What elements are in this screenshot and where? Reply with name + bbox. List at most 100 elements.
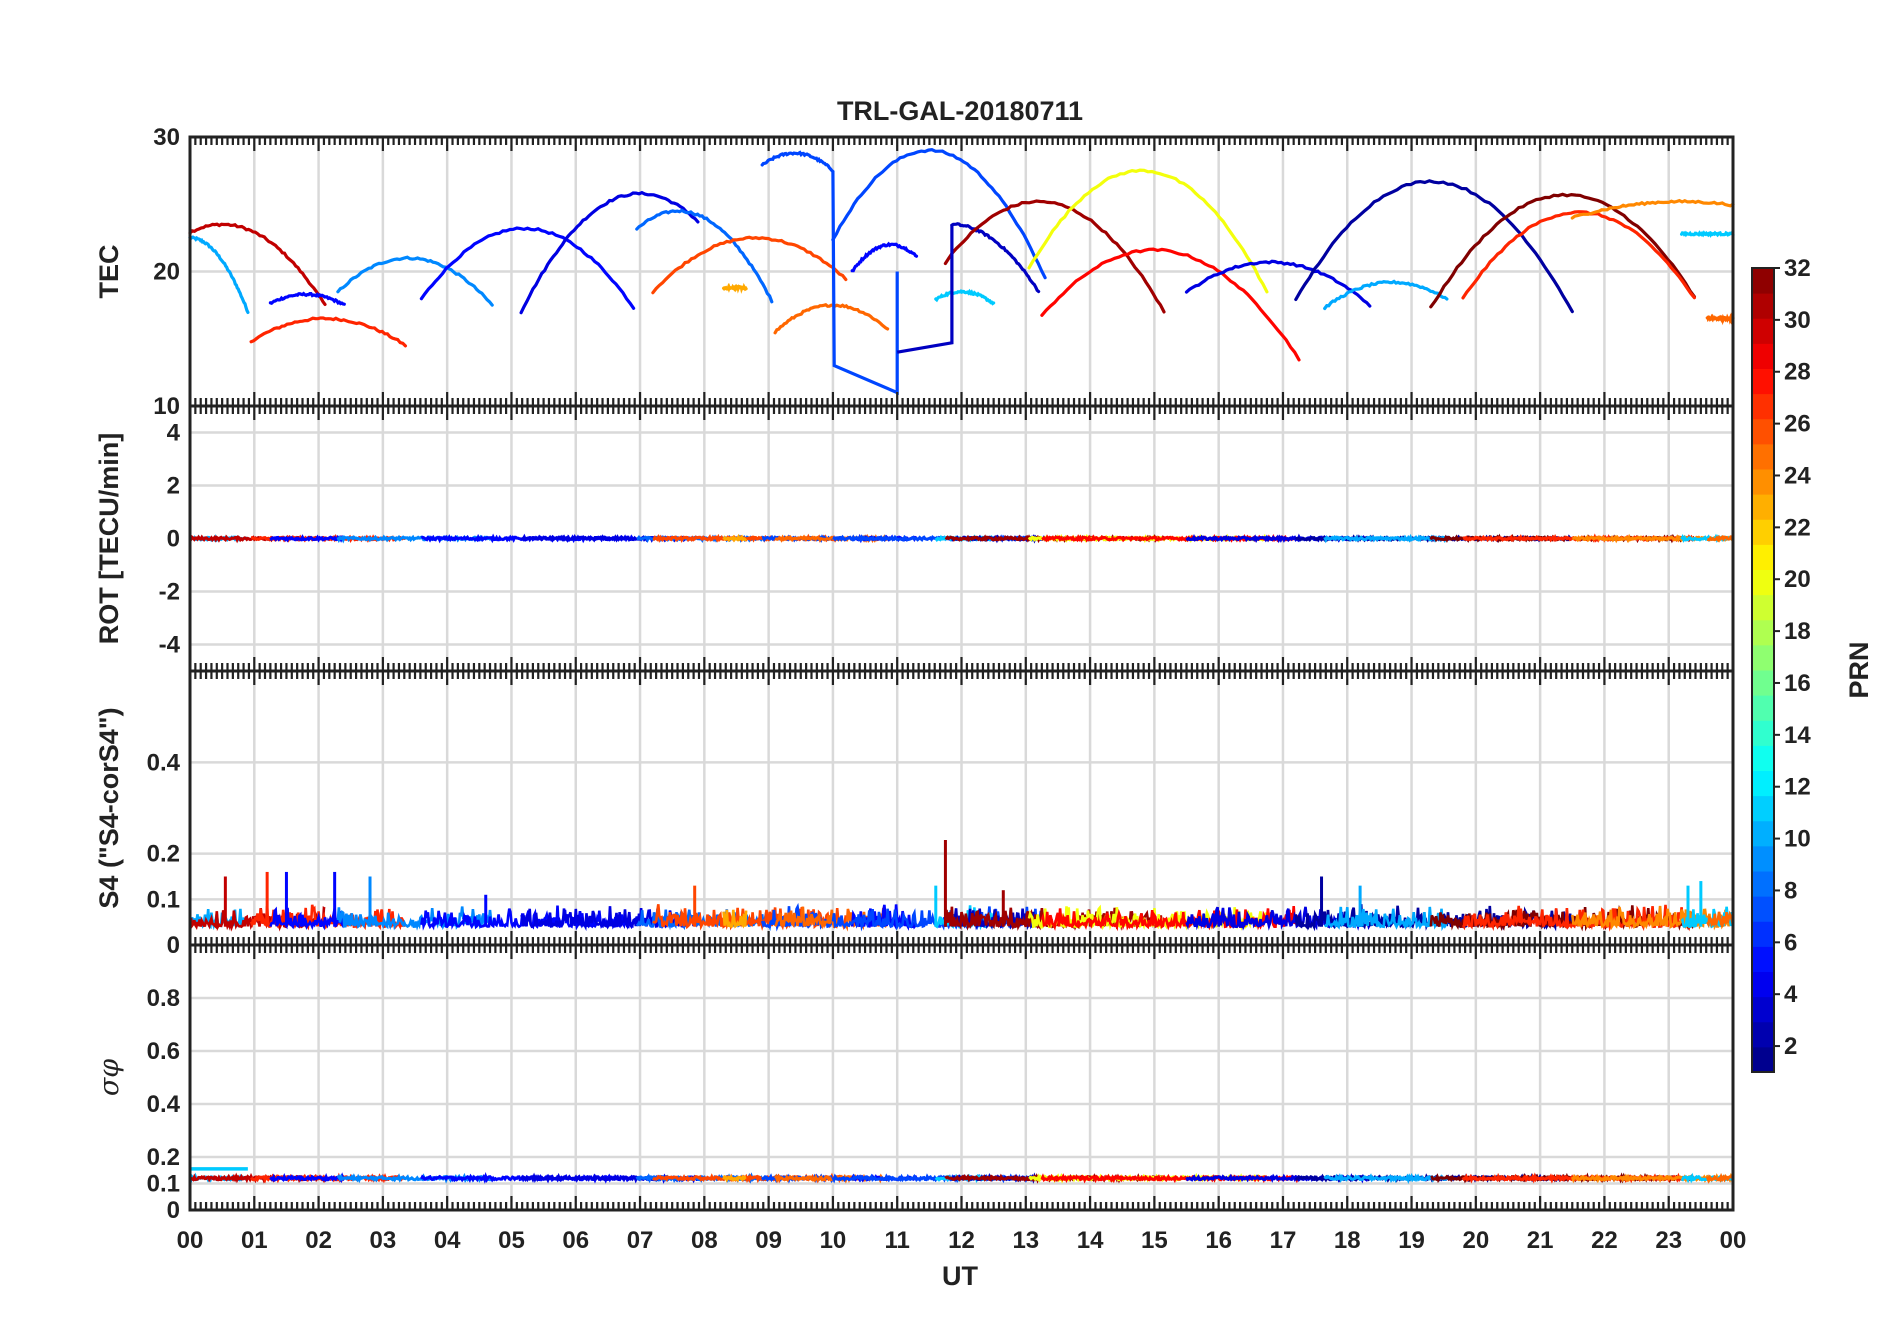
colorbar-tick-label-0: 2: [1784, 1033, 1797, 1060]
tec-arc-prn4-19: [1184, 259, 1372, 308]
colorbar-tick-label-1: 4: [1784, 981, 1798, 1008]
colorbar-segment-3: [1752, 971, 1774, 998]
colorbar-segment-26: [1752, 393, 1774, 420]
ytick-label-s4: 0.4: [147, 749, 181, 776]
colorbar-segment-15: [1752, 670, 1774, 696]
xtick-label-5: 05: [498, 1227, 525, 1254]
colorbar-segment-23: [1752, 469, 1774, 495]
y-axis-label-sigma_phi: σφ: [94, 1059, 125, 1096]
colorbar-tick-label-15: 32: [1784, 255, 1811, 282]
xtick-label-3: 03: [370, 1227, 397, 1254]
panel-sigma_phi: 00.10.2 0.4 0.6 0.8 σφ: [94, 943, 1735, 1224]
colorbar-segment-28: [1752, 343, 1774, 369]
series-sigma_phi-prn5-3: [269, 1172, 345, 1184]
series-rot-prn5-3: [269, 534, 345, 543]
colorbar-segment-5: [1752, 921, 1774, 947]
ytick-label-s4: 0.1: [147, 886, 180, 913]
tec-arc-prn28-18: [1040, 247, 1301, 362]
y-axis-label-tec: TEC: [94, 245, 124, 299]
xtick-label-0: 00: [177, 1227, 204, 1254]
tec-arc-prn10-21: [1323, 279, 1449, 311]
series-s4-prn10-21: [1323, 906, 1449, 932]
colorbar-segment-21: [1752, 519, 1774, 545]
ytick-label-rot: 2: [167, 473, 180, 500]
series-s4-prn5-3: [269, 906, 346, 931]
xtick-label-24: 00: [1720, 1227, 1747, 1254]
xtick-label-23: 23: [1655, 1227, 1682, 1254]
colorbar-segment-12: [1752, 745, 1774, 771]
series-sigma_phi-prn10-21: [1323, 1172, 1449, 1184]
tec-jump-prn3-1: [896, 224, 954, 354]
tec-arc-prn3-15: [950, 222, 1041, 294]
tec-jump-prn7-0: [831, 170, 899, 396]
series-sigma_phi-prn25-26: [1705, 1172, 1734, 1184]
series-s4-prn23-9: [722, 909, 748, 929]
colorbar-segment-18: [1752, 594, 1774, 621]
xtick-label-17: 17: [1270, 1227, 1297, 1254]
tec-arc-prn5-5: [419, 226, 636, 310]
xtick-label-20: 20: [1462, 1227, 1489, 1254]
xtick-label-10: 10: [820, 1227, 847, 1254]
tec-arc-prn32-22: [1429, 192, 1696, 309]
tec-arc-prn11-14: [934, 288, 996, 306]
colorbar-segment-16: [1752, 644, 1774, 671]
tec-arc-prn4-6: [519, 190, 700, 315]
series-rot-prn23-9: [722, 533, 748, 543]
ytick-label-sigma_phi: 0: [167, 1197, 180, 1224]
colorbar-segment-10: [1752, 795, 1774, 822]
tec-arc-prn10-0: [188, 235, 250, 314]
tec-arc-prn5-3: [268, 291, 346, 306]
tec-arc-prn7-10: [760, 150, 835, 174]
colorbar-label: PRN: [1844, 641, 1874, 698]
series-rot-prn10-21: [1323, 533, 1448, 544]
colorbar-frame: [1751, 267, 1775, 1073]
colorbar-tick-label-8: 18: [1784, 618, 1811, 645]
colorbar-tick-label-6: 14: [1784, 722, 1811, 749]
colorbar-segment-20: [1752, 544, 1774, 570]
colorbar-segment-17: [1752, 619, 1774, 646]
colorbar-segment-27: [1752, 368, 1774, 395]
ytick-label-rot: -2: [159, 579, 180, 606]
xtick-label-13: 13: [1012, 1227, 1039, 1254]
colorbar-segment-13: [1752, 720, 1774, 746]
tec-arc-prn9-4: [336, 255, 494, 307]
tec-arc-prn26-8: [651, 235, 848, 295]
xtick-label-8: 08: [691, 1227, 718, 1254]
y-axis-label-rot: ROT [TECU/min]: [94, 433, 124, 644]
series-s4-prn7-10: [760, 902, 835, 932]
xtick-label-19: 19: [1398, 1227, 1425, 1254]
chart-title: TRL-GAL-20180711: [837, 96, 1083, 126]
colorbar-segment-9: [1752, 820, 1774, 847]
xtick-label-15: 15: [1141, 1227, 1168, 1254]
data-tec: [188, 148, 1735, 396]
ytick-label-rot: 4: [167, 420, 181, 447]
colorbar-segment-0: [1752, 1046, 1774, 1073]
colorbar-segment-25: [1752, 418, 1774, 445]
ytick-label-sigma_phi: 0.8: [147, 985, 180, 1012]
colorbar-segment-24: [1752, 443, 1774, 470]
xtick-label-4: 04: [434, 1227, 461, 1254]
colorbar-segment-1: [1752, 1021, 1774, 1048]
colorbar-segment-30: [1752, 293, 1774, 319]
series-s4-prn5-5: [420, 905, 634, 931]
x-tick-labels: 00 01 02 03 04 05 06 07 08 09 10 11 12 13 14 15 16 17 18 19…: [177, 1227, 1747, 1254]
tec-arc-prn24-24: [1570, 198, 1735, 220]
xtick-label-16: 16: [1205, 1227, 1232, 1254]
data-rot: [188, 533, 1735, 544]
colorbar-segment-7: [1752, 871, 1774, 897]
colorbar-tick-label-12: 26: [1784, 411, 1811, 438]
tec-arc-prn25-11: [773, 303, 890, 335]
data-sigma_phi: [188, 1167, 1735, 1184]
xtick-label-9: 09: [755, 1227, 782, 1254]
tec-arc-prn31-16: [943, 199, 1166, 314]
colorbar-tick-label-7: 16: [1784, 670, 1811, 697]
xtick-label-12: 12: [948, 1227, 975, 1254]
xtick-label-11: 11: [885, 1227, 910, 1254]
xtick-label-1: 01: [241, 1227, 268, 1254]
x-axis-label: UT: [942, 1261, 978, 1291]
colorbar-tick-label-11: 24: [1784, 462, 1811, 489]
colorbar-segment-11: [1752, 770, 1774, 797]
